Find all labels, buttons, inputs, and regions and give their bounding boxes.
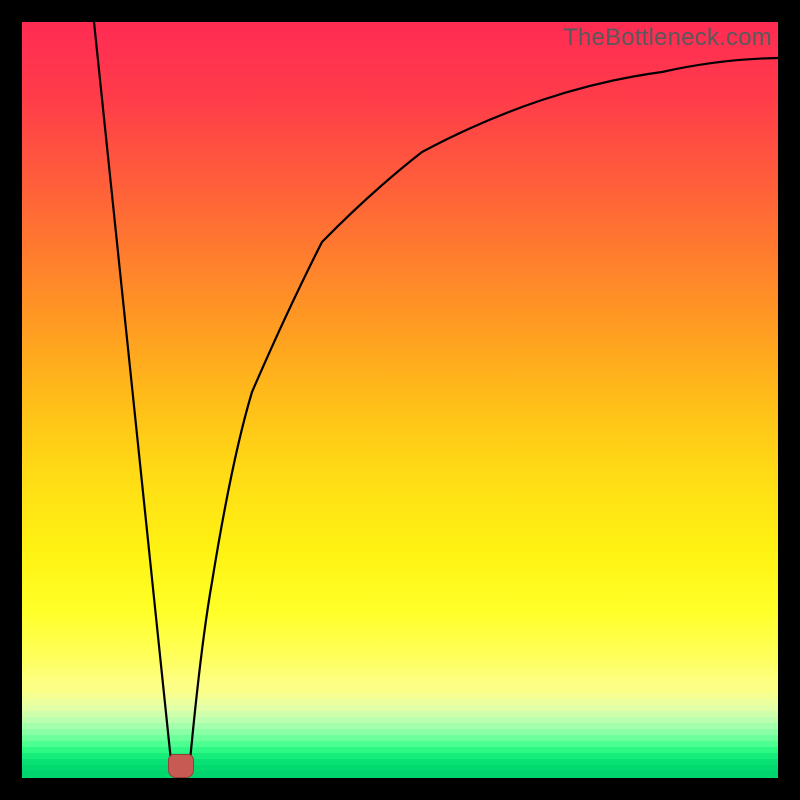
watermark-text: TheBottleneck.com <box>563 24 772 52</box>
plot-area: TheBottleneck.com <box>22 22 778 778</box>
bottleneck-curve <box>22 22 778 778</box>
chart-container: TheBottleneck.com <box>0 0 800 800</box>
trough-marker <box>168 754 194 778</box>
